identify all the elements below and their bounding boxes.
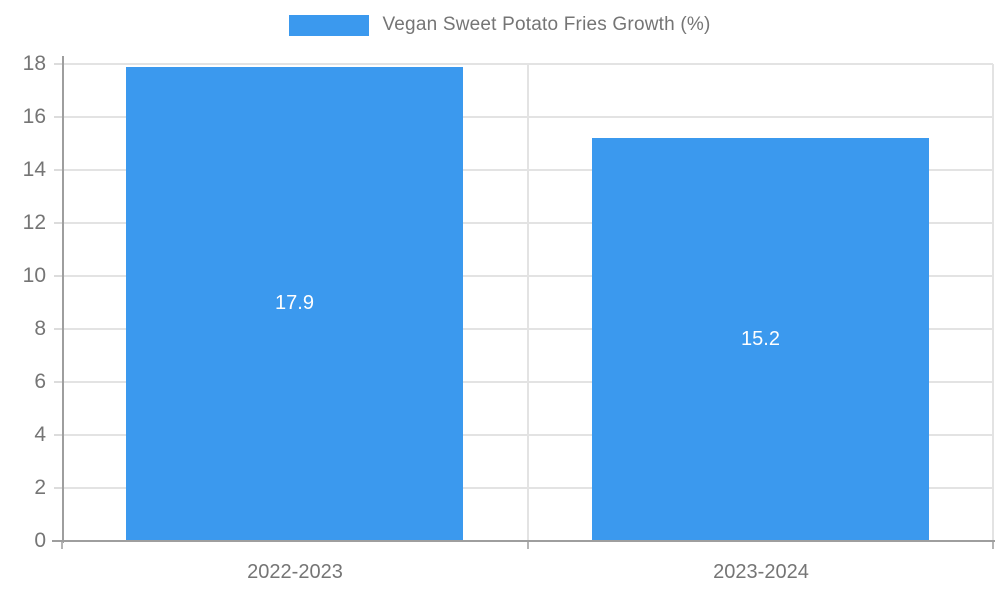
x-tick-label: 2022-2023 — [247, 561, 343, 583]
y-tick-mark — [54, 63, 62, 65]
y-tick-label: 6 — [34, 370, 46, 393]
bar — [592, 138, 929, 540]
bar-value-label: 15.2 — [741, 328, 780, 350]
y-tick-label: 2 — [34, 476, 46, 499]
y-tick-mark — [54, 275, 62, 277]
y-tick-label: 12 — [22, 211, 46, 234]
y-tick-label: 10 — [22, 264, 46, 287]
y-tick-mark — [54, 434, 62, 436]
bar-value-label: 17.9 — [275, 292, 314, 314]
y-tick-mark — [54, 116, 62, 118]
y-tick-label: 18 — [22, 52, 46, 75]
y-tick-label: 0 — [34, 529, 46, 552]
gridline — [526, 64, 529, 541]
bar — [126, 66, 463, 540]
y-tick-mark — [54, 328, 62, 330]
y-axis-line — [62, 56, 64, 543]
legend: Vegan Sweet Potato Fries Growth (%) — [0, 14, 1000, 36]
x-tick-mark — [61, 542, 63, 549]
x-tick-mark — [526, 542, 529, 549]
y-tick-label: 4 — [34, 423, 46, 446]
x-tick-label: 2023-2024 — [713, 561, 809, 583]
x-tick-mark — [992, 542, 994, 549]
legend-label: Vegan Sweet Potato Fries Growth (%) — [382, 14, 711, 35]
y-tick-label: 14 — [22, 158, 46, 181]
y-tick-mark — [54, 222, 62, 224]
y-tick-mark — [54, 487, 62, 489]
y-tick-label: 16 — [22, 105, 46, 128]
legend-swatch — [289, 14, 370, 36]
y-tick-mark — [54, 169, 62, 171]
gridline — [992, 64, 994, 541]
x-axis-line — [52, 540, 995, 542]
y-tick-mark — [54, 381, 62, 383]
y-tick-label: 8 — [34, 317, 46, 340]
